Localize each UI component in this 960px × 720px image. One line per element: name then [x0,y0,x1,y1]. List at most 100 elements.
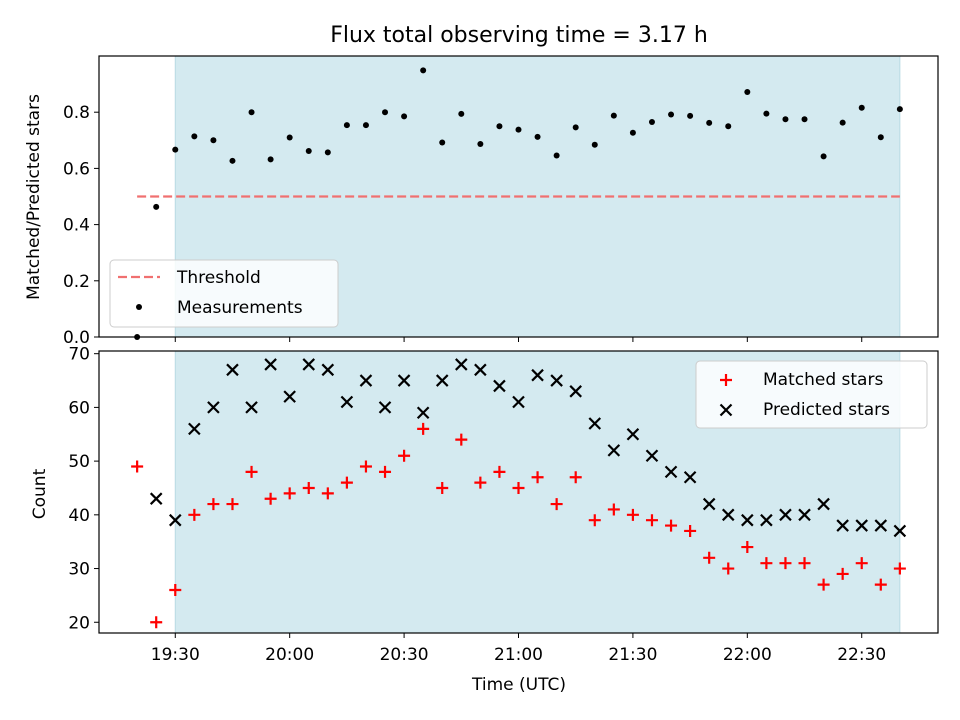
measurements-point [648,119,655,126]
bottom-ytick-label: 70 [68,345,90,365]
matched-stars-point [493,465,506,478]
measurements-point [610,112,617,119]
legend-measurements-label: Measurements [177,298,303,318]
predicted-stars-point [435,374,449,387]
matched-stars-point [607,503,620,516]
bottom-ytick-label: 40 [68,506,90,526]
measurements-point [515,126,522,133]
measurements-point [153,203,160,210]
top-ytick-label: 0.8 [63,103,90,123]
measurements-point [401,113,408,120]
predicted-stars-point [188,422,201,436]
predicted-stars-point [264,358,277,371]
predicted-stars-point [416,406,430,420]
predicted-stars-point [683,470,697,484]
matched-stars-point [512,481,525,494]
top-axes-frame [98,55,939,338]
predicted-stars-point [321,363,335,377]
matched-stars-point [302,481,315,494]
predicted-stars-point [874,519,888,532]
measurements-point [839,119,846,126]
predicted-stars-point [207,401,220,414]
predicted-stars-point [455,358,468,371]
predicted-stars-point [397,374,411,387]
matched-stars-point [245,465,258,478]
legend-predicted-swatch [719,403,733,417]
matched-stars-point [455,433,468,446]
measurements-point [458,110,465,117]
matched-stars-point [569,471,582,484]
matched-stars-point [588,514,601,527]
matched-stars-point [436,481,449,494]
bottom-xtick-label: 21:30 [608,645,657,665]
measurements-point [248,109,255,116]
legend-matched-swatch [720,374,732,386]
bottom-xtick-label: 20:00 [265,645,314,665]
legend-threshold-label: Threshold [176,268,261,288]
matched-stars-point [226,498,239,511]
measurements-point [229,157,236,164]
predicted-stars-point [493,379,506,393]
predicted-stars-point [607,444,621,457]
measurements-point [687,112,694,119]
measurements-point [382,109,389,116]
x-axis-label: Time (UTC) [471,675,566,695]
measurements-point [629,129,636,136]
matched-stars-point [264,492,277,505]
predicted-stars-point [588,417,602,430]
matched-stars-point [359,460,372,473]
top-ytick-label: 0.6 [63,159,90,179]
predicted-stars-point [340,395,354,409]
legend-predicted-label: Predicted stars [763,400,890,420]
bottom-ytick-label: 50 [68,452,90,472]
top-legend: Threshold Measurements [109,259,339,328]
measurements-point [896,106,903,113]
predicted-stars-point [245,401,258,414]
matched-stars-point [855,557,868,570]
matched-stars-point [398,449,411,462]
predicted-stars-point [817,497,830,511]
bottom-xtick-label: 19:30 [151,645,200,665]
top-panel: 0.0 0.2 0.4 0.6 0.8 Threshold Measurements [63,55,939,348]
predicted-stars-point [779,508,792,522]
matched-stars-point [169,584,182,597]
measurements-point [286,134,293,141]
predicted-stars-point [512,395,525,409]
predicted-stars-point [168,513,182,527]
matched-stars-point [836,567,849,580]
measurements-point [439,139,446,146]
matched-stars-point [893,562,906,575]
predicted-stars-point [798,508,811,522]
bottom-legend-box [695,360,928,429]
measurements-point [763,110,770,117]
predicted-stars-point [531,368,544,382]
top-ytick-label: 0.2 [63,272,90,292]
measurements-point [305,147,312,154]
matched-stars-point [779,557,792,570]
measurements-point [820,153,827,160]
predicted-stars-point [226,363,239,377]
predicted-stars-point [359,374,373,387]
measurements-point [744,88,751,95]
measurements-point [877,134,884,141]
measurements-point [782,116,789,123]
predicted-stars-point [149,492,163,505]
measurements-point [267,156,274,163]
measurements-point [572,124,579,131]
measurements-point [420,67,427,74]
matched-stars-point [684,524,697,537]
predicted-stars-point [721,508,735,522]
matched-stars-point [817,578,830,591]
predicted-stars-point [550,374,563,387]
matched-stars-point [741,541,754,554]
predicted-stars-point [283,390,296,403]
predicted-stars-point [302,358,316,371]
matched-stars-point [131,460,144,473]
measurements-point [496,123,503,130]
top-ytick-label: 0.0 [63,328,90,348]
legend-measurements-swatch [136,304,142,310]
matched-stars-point [379,465,392,478]
measurements-point [172,146,179,153]
matched-stars-point [150,616,163,629]
chart-title: Flux total observing time = 3.17 h [330,23,708,48]
